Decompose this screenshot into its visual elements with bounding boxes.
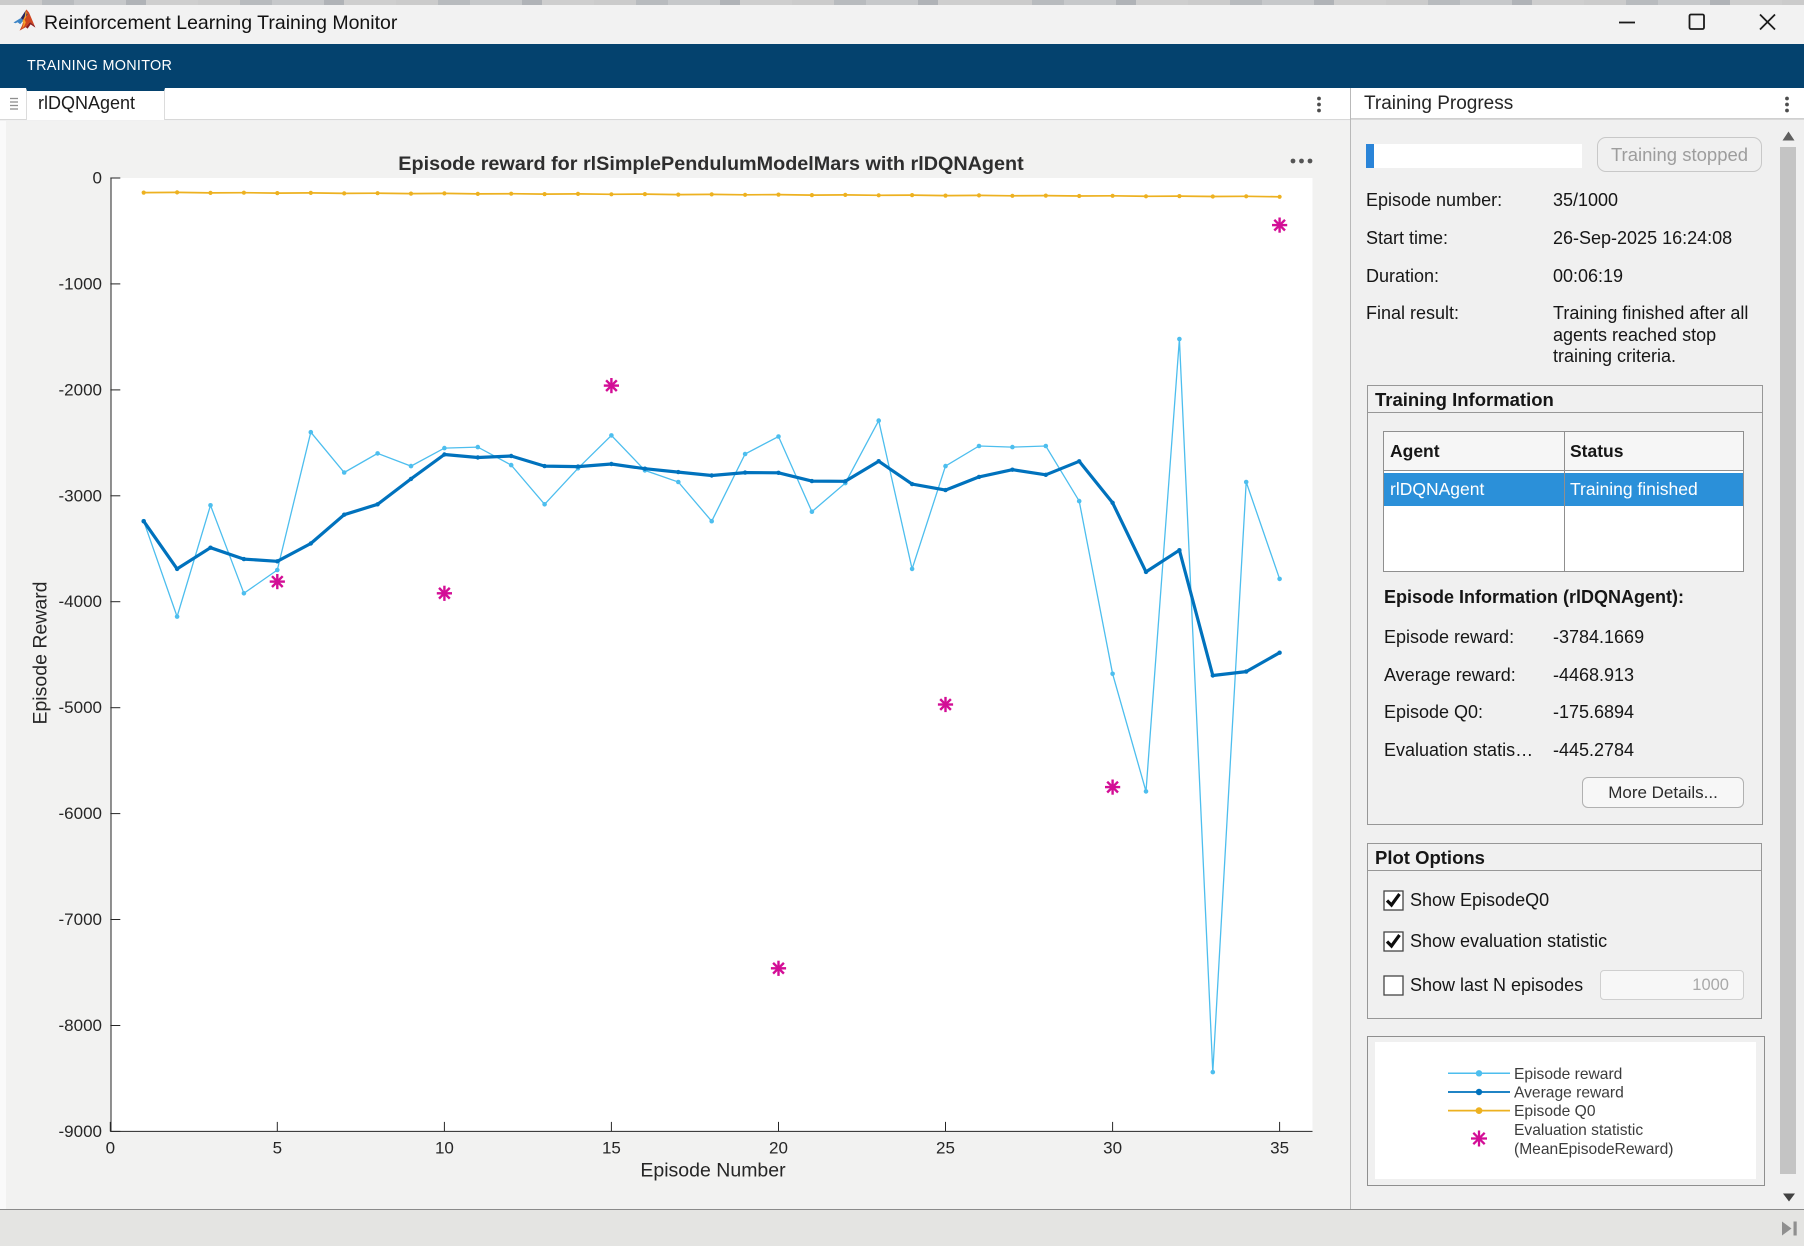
svg-text:Average reward: Average reward (1514, 1085, 1624, 1102)
svg-text:35: 35 (1270, 1138, 1289, 1157)
svg-text:Episode Q0: Episode Q0 (1514, 1103, 1596, 1120)
svg-text:0: 0 (106, 1138, 115, 1157)
svg-text:Episode reward: Episode reward (1514, 1066, 1622, 1083)
svg-text:20: 20 (769, 1138, 788, 1157)
svg-text:0: 0 (93, 169, 102, 188)
svg-text:30: 30 (1103, 1138, 1122, 1157)
svg-text:5: 5 (273, 1138, 282, 1157)
svg-text:-4000: -4000 (59, 592, 102, 611)
svg-text:-2000: -2000 (59, 380, 102, 399)
svg-text:Episode Reward: Episode Reward (30, 581, 52, 724)
svg-text:15: 15 (602, 1138, 621, 1157)
svg-text:-3000: -3000 (59, 486, 102, 505)
svg-text:Episode Number: Episode Number (640, 1160, 786, 1182)
svg-text:(MeanEpisodeReward): (MeanEpisodeReward) (1514, 1141, 1673, 1158)
svg-text:Evaluation statistic: Evaluation statistic (1514, 1122, 1643, 1139)
svg-text:Episode reward for rlSimplePen: Episode reward for rlSimplePendulumModel… (398, 153, 1024, 175)
svg-text:-6000: -6000 (59, 804, 102, 823)
svg-text:-8000: -8000 (59, 1016, 102, 1035)
svg-text:25: 25 (936, 1138, 955, 1157)
svg-text:-7000: -7000 (59, 910, 102, 929)
svg-text:10: 10 (435, 1138, 454, 1157)
svg-text:-9000: -9000 (59, 1122, 102, 1141)
svg-text:-1000: -1000 (59, 274, 102, 293)
svg-text:-5000: -5000 (59, 698, 102, 717)
